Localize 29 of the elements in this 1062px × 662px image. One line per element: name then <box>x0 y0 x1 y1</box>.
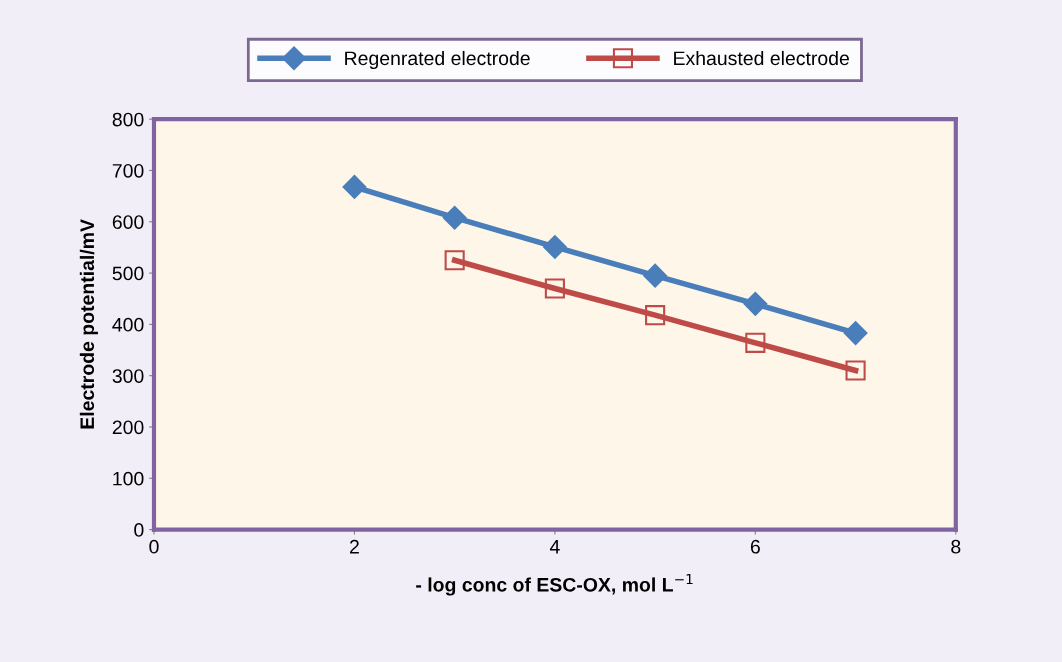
point <box>342 175 367 199</box>
y-tick-label: 600 <box>112 215 144 230</box>
point <box>442 205 467 230</box>
point <box>444 250 465 271</box>
point <box>544 278 565 299</box>
x-tick-label: 0 <box>149 539 159 554</box>
point <box>645 305 666 326</box>
legend-label: Regenrated electrode <box>345 50 530 70</box>
point <box>543 235 567 259</box>
y-tick-label: 0 <box>134 523 144 537</box>
point <box>843 321 868 345</box>
point <box>643 263 667 288</box>
point <box>745 332 766 353</box>
y-tick-label: 200 <box>112 420 144 435</box>
y-tick-label: 800 <box>112 112 144 127</box>
x-tick-label: 2 <box>350 539 359 554</box>
y-axis-title: Electrode potential/mV <box>79 219 98 429</box>
x-tick-label: 8 <box>951 539 961 554</box>
y-tick-label: 700 <box>112 163 144 178</box>
legend-label: Exhausted electrode <box>674 50 849 66</box>
point <box>845 360 866 381</box>
x-tick-label: 4 <box>549 540 560 554</box>
y-tick-label: 300 <box>112 369 144 383</box>
y-tick-label: 100 <box>113 471 144 486</box>
x-tick-label: 6 <box>750 539 760 554</box>
y-tick-label: 500 <box>112 266 144 281</box>
point <box>743 292 768 316</box>
x-axis-title: - log conc of ESC-OX, mol L$^{−1}$ <box>416 574 693 596</box>
y-tick-label: 400 <box>112 317 144 332</box>
